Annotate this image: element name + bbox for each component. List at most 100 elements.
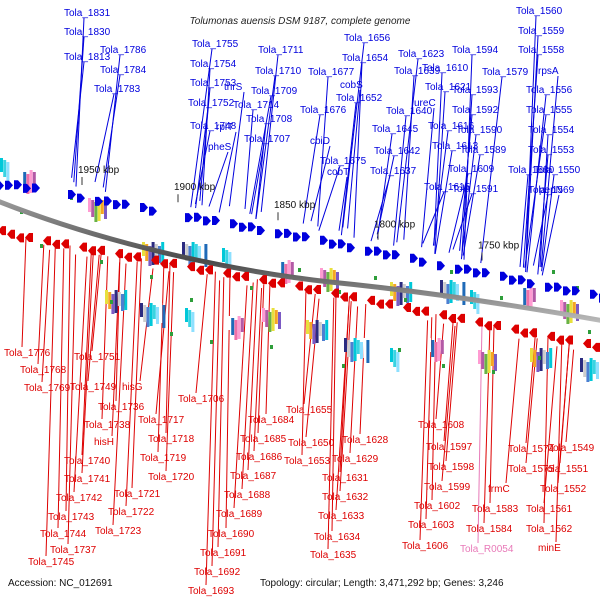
reverse-gene-arrow[interactable]	[232, 272, 240, 282]
gene-label[interactable]: rpsA	[538, 66, 559, 77]
gene-label[interactable]: rplT	[216, 122, 233, 133]
gene-label[interactable]: Tola_1769	[24, 383, 71, 394]
reverse-gene-arrow[interactable]	[133, 252, 141, 262]
reverse-gene-arrow[interactable]	[259, 275, 267, 285]
gene-label[interactable]: Tola_1656	[344, 33, 391, 44]
gene-label[interactable]: Tola_1751	[74, 352, 121, 363]
gene-label[interactable]: Tola_1654	[342, 53, 389, 64]
gene-label[interactable]: Tola_1754	[190, 59, 237, 70]
reverse-gene-arrow[interactable]	[412, 306, 420, 316]
gene-label[interactable]: cbiD	[310, 136, 330, 147]
gene-label[interactable]: Tola_1639	[394, 66, 441, 77]
reverse-gene-arrow[interactable]	[241, 271, 249, 281]
forward-gene-arrow[interactable]	[482, 268, 490, 278]
gene-label[interactable]: Tola_1562	[526, 524, 573, 535]
gene-label[interactable]: Tola_1830	[64, 27, 111, 38]
gene-label[interactable]: Tola_1603	[408, 520, 455, 531]
gene-label[interactable]: Tola_1752	[188, 98, 235, 109]
forward-gene-arrow[interactable]	[590, 289, 598, 299]
reverse-gene-arrow[interactable]	[556, 335, 564, 345]
forward-gene-arrow[interactable]	[248, 222, 256, 232]
gene-label[interactable]: Tola_1813	[64, 52, 111, 63]
forward-gene-arrow[interactable]	[563, 286, 571, 296]
gene-label[interactable]: Tola_1633	[318, 511, 365, 522]
reverse-gene-arrow[interactable]	[79, 242, 87, 252]
forward-gene-arrow[interactable]	[545, 282, 553, 292]
gene-label[interactable]: Tola_1590	[456, 125, 503, 136]
gene-label[interactable]: Tola_1579	[482, 67, 529, 78]
reverse-gene-arrow[interactable]	[223, 268, 231, 278]
gene-label[interactable]: Tola_1714	[233, 100, 280, 111]
reverse-gene-arrow[interactable]	[124, 252, 132, 262]
reverse-gene-arrow[interactable]	[304, 285, 312, 295]
reverse-gene-arrow[interactable]	[43, 236, 51, 246]
forward-gene-arrow[interactable]	[374, 246, 382, 256]
reverse-gene-arrow[interactable]	[421, 306, 429, 316]
gene-label[interactable]: Tola_1556	[526, 85, 573, 96]
gene-label[interactable]: Tola_1688	[224, 490, 271, 501]
gene-label[interactable]: Tola_1632	[322, 492, 369, 503]
gene-label[interactable]: Tola_1609	[448, 164, 495, 175]
gene-label[interactable]: Tola_1613	[432, 141, 479, 152]
gene-label[interactable]: Tola_1574	[508, 444, 555, 455]
reverse-gene-arrow[interactable]	[97, 245, 105, 255]
forward-gene-arrow[interactable]	[554, 282, 562, 292]
gene-label[interactable]: frmC	[488, 484, 510, 495]
gene-label[interactable]: Tola_1690	[208, 529, 255, 540]
reverse-gene-arrow[interactable]	[160, 259, 168, 269]
gene-label[interactable]: Tola_1650	[288, 438, 335, 449]
forward-gene-arrow[interactable]	[455, 264, 463, 274]
forward-gene-arrow[interactable]	[113, 200, 121, 210]
reverse-gene-arrow[interactable]	[295, 281, 303, 291]
gene-label[interactable]: Tola_1722	[108, 507, 155, 518]
gene-label[interactable]: Tola_1692	[194, 567, 241, 578]
reverse-gene-arrow[interactable]	[403, 303, 411, 313]
gene-label[interactable]: Tola_1631	[322, 473, 369, 484]
gene-label[interactable]: Tola_1602	[414, 501, 461, 512]
gene-label[interactable]: Tola_1593	[452, 85, 499, 96]
forward-gene-arrow[interactable]	[293, 232, 301, 242]
forward-gene-arrow[interactable]	[347, 243, 355, 253]
reverse-gene-arrow[interactable]	[115, 249, 123, 259]
forward-gene-arrow[interactable]	[320, 235, 328, 245]
gene-label[interactable]: Tola_1723	[95, 526, 142, 537]
gene-label[interactable]: Tola_1559	[518, 26, 565, 37]
reverse-gene-arrow[interactable]	[367, 295, 375, 305]
forward-gene-arrow[interactable]	[365, 246, 373, 256]
reverse-gene-arrow[interactable]	[529, 328, 537, 338]
gene-label[interactable]: Tola_1677	[308, 67, 355, 78]
gene-label[interactable]: Tola_1686	[236, 452, 283, 463]
gene-label[interactable]: cobS	[340, 80, 363, 91]
forward-gene-arrow[interactable]	[383, 250, 391, 260]
gene-label[interactable]: Tola_1642	[374, 146, 421, 157]
gene-label[interactable]: Tola_1598	[428, 462, 475, 473]
gene-label[interactable]: Tola_1552	[540, 484, 587, 495]
reverse-gene-arrow[interactable]	[511, 324, 519, 334]
gene-label[interactable]: Tola_1653	[284, 456, 331, 467]
reverse-gene-arrow[interactable]	[151, 255, 159, 265]
gene-label[interactable]: Tola_1710	[255, 66, 302, 77]
gene-label[interactable]: Tola_1717	[138, 415, 185, 426]
forward-gene-arrow[interactable]	[527, 279, 535, 289]
gene-label[interactable]: Tola_1616	[428, 121, 475, 132]
forward-gene-arrow[interactable]	[302, 232, 310, 242]
gene-label[interactable]: Tola_1786	[100, 45, 147, 56]
gene-label[interactable]: Tola_1687	[230, 471, 277, 482]
gene-label[interactable]: Tola_1689	[216, 509, 263, 520]
forward-gene-arrow[interactable]	[104, 196, 112, 206]
gene-label[interactable]: Tola_1684	[248, 415, 295, 426]
reverse-gene-arrow[interactable]	[439, 310, 447, 320]
gene-label[interactable]: Tola_1635	[310, 550, 357, 561]
forward-gene-arrow[interactable]	[77, 193, 85, 203]
reverse-gene-arrow[interactable]	[349, 292, 357, 302]
gene-label[interactable]: Tola_1610	[422, 63, 469, 74]
gene-label[interactable]: Tola_1584	[466, 524, 513, 535]
reverse-gene-arrow[interactable]	[340, 292, 348, 302]
gene-label[interactable]: Tola_1645	[372, 124, 419, 135]
gene-label[interactable]: Tola_1831	[64, 8, 111, 19]
reverse-gene-arrow[interactable]	[268, 278, 276, 288]
gene-label[interactable]: Tola_1753	[190, 78, 237, 89]
gene-label[interactable]: Tola_1783	[94, 84, 141, 95]
gene-label[interactable]: Tola_1742	[56, 493, 103, 504]
gene-label[interactable]: Tola_1637	[370, 166, 417, 177]
